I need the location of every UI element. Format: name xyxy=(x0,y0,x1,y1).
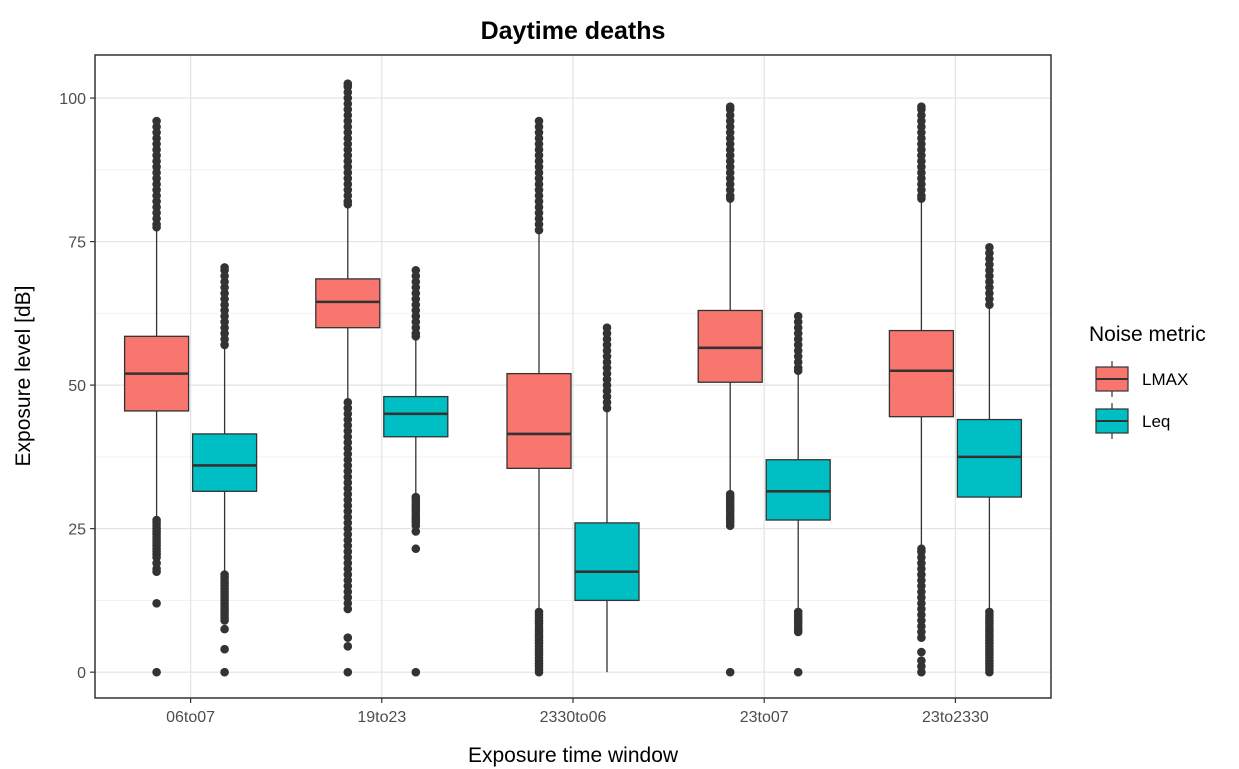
outlier-point xyxy=(725,489,735,499)
outlier-point xyxy=(917,102,926,111)
outlier-point xyxy=(411,265,421,275)
box-iqr xyxy=(888,329,955,418)
outlier-point xyxy=(343,398,353,407)
outlier-point xyxy=(343,667,353,677)
outlier-point xyxy=(220,570,229,579)
outlier-point xyxy=(152,116,161,126)
box-lmax-06to07 xyxy=(123,116,190,677)
outlier-point xyxy=(411,544,421,554)
box-leq-23to2330 xyxy=(956,243,1023,677)
box-iqr xyxy=(191,433,258,492)
box-leq-2330to06 xyxy=(574,323,640,673)
outlier-point xyxy=(917,647,926,657)
x-axis: 06to07 19to23 2330to06 23to07 23to2330 xyxy=(166,698,989,726)
outlier-point xyxy=(985,243,994,252)
box-iqr xyxy=(574,522,640,602)
outlier-point xyxy=(411,667,421,677)
outlier-point xyxy=(152,667,161,677)
outlier-point xyxy=(917,544,926,554)
outlier-point xyxy=(220,263,229,272)
box-leq-19to23 xyxy=(383,265,449,677)
outlier-point xyxy=(793,667,803,677)
outlier-point xyxy=(343,79,353,89)
outlier-point xyxy=(602,323,612,333)
box-leq-23to07 xyxy=(765,311,831,677)
outlier-point xyxy=(152,598,161,608)
outlier-point xyxy=(220,644,229,654)
x-axis-title: Exposure time window xyxy=(468,744,679,767)
box-lmax-23to2330 xyxy=(888,102,955,677)
legend-label: Leq xyxy=(1142,412,1170,431)
box-iqr xyxy=(506,372,572,470)
box-lmax-2330to06 xyxy=(506,116,572,677)
y-tick-label: 0 xyxy=(77,665,86,682)
x-tick-label: 19to23 xyxy=(357,709,406,726)
legend-item-lmax: LMAX xyxy=(1095,361,1188,397)
box-lmax-19to23 xyxy=(315,79,381,677)
y-tick-label: 100 xyxy=(59,91,86,108)
outlier-point xyxy=(152,515,161,525)
x-tick-label: 23to07 xyxy=(740,709,789,726)
outlier-point xyxy=(985,607,994,617)
outlier-point xyxy=(725,102,735,111)
y-tick-label: 50 xyxy=(68,378,86,395)
chart-title: Daytime deaths xyxy=(481,17,666,45)
outlier-point xyxy=(917,656,926,665)
y-axis: 0 25 50 75 100 xyxy=(59,91,95,682)
box-iqr xyxy=(956,418,1023,498)
y-axis-title: Exposure level [dB] xyxy=(12,286,35,467)
boxes-layer xyxy=(123,79,1023,677)
box-iqr xyxy=(765,459,831,521)
y-tick-label: 25 xyxy=(68,522,86,539)
legend-label: LMAX xyxy=(1142,370,1188,389)
box-iqr xyxy=(315,278,381,329)
legend: Noise metric LMAX Leq xyxy=(1089,323,1206,439)
box-iqr xyxy=(697,309,763,383)
outlier-point xyxy=(343,642,353,651)
y-tick-label: 75 xyxy=(68,235,86,252)
outlier-point xyxy=(534,607,544,617)
outlier-point xyxy=(411,492,421,502)
box-iqr xyxy=(383,395,449,438)
grid-lines xyxy=(95,55,1051,698)
outlier-point xyxy=(343,633,353,643)
x-tick-label: 23to2330 xyxy=(922,709,989,726)
outlier-point xyxy=(220,667,229,677)
legend-item-leq: Leq xyxy=(1095,403,1170,439)
x-tick-label: 2330to06 xyxy=(540,709,607,726)
outlier-point xyxy=(793,607,803,617)
outlier-point xyxy=(725,667,735,677)
box-lmax-23to07 xyxy=(697,102,763,677)
outlier-point xyxy=(220,624,229,634)
outlier-point xyxy=(534,116,544,126)
legend-title: Noise metric xyxy=(1089,323,1206,346)
outlier-point xyxy=(793,311,803,321)
box-leq-06to07 xyxy=(191,263,258,677)
x-tick-label: 06to07 xyxy=(166,709,215,726)
